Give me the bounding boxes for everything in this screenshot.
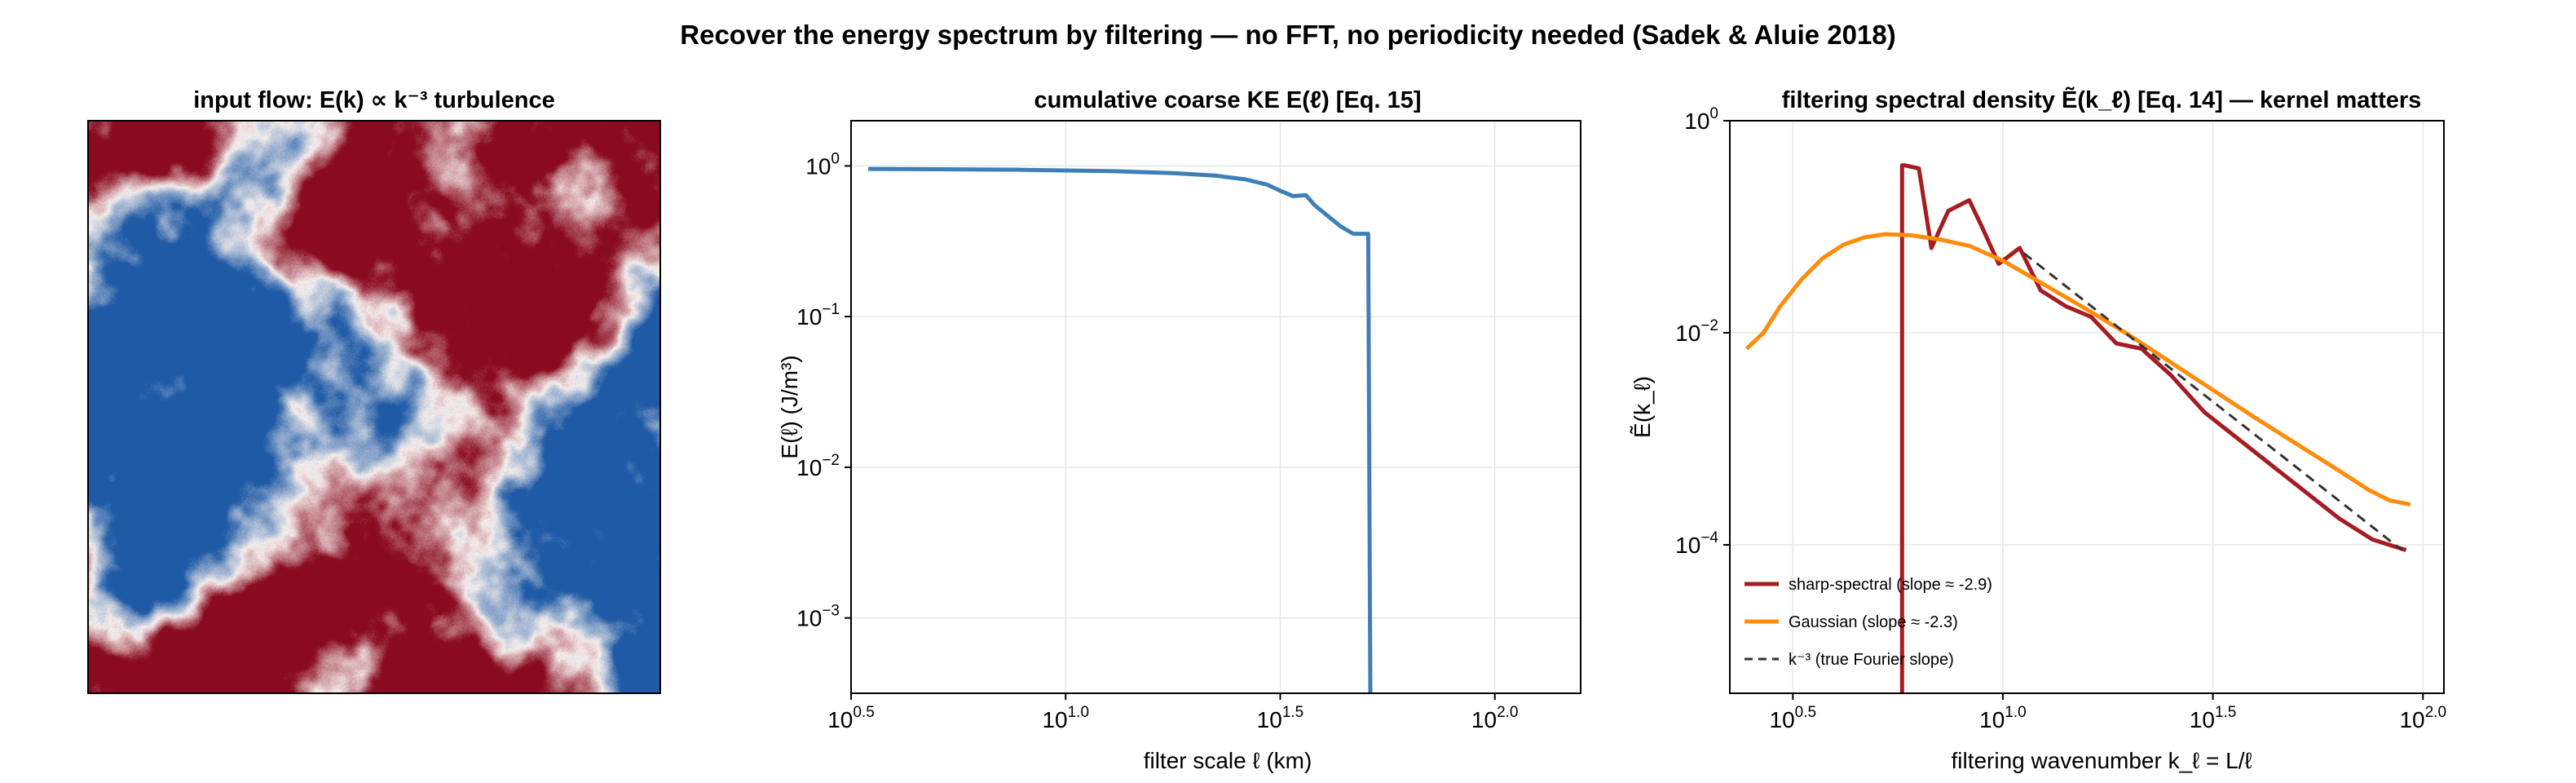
panel-2-xtick-label: 101.5 (1257, 704, 1304, 732)
panel-3-xtick-label: 101.0 (1979, 704, 2027, 732)
panel-2-ytick-label: 10−1 (796, 301, 840, 330)
panel-3-xtick-label: 101.5 (2190, 704, 2237, 732)
panel-2-xtick-label: 100.5 (827, 704, 875, 732)
panel-3-series-1-line (1745, 232, 2411, 507)
panel-3-series-2-line (2022, 252, 2403, 551)
panel-1-title: input flow: E(k) ∝ k⁻³ turbulence (193, 87, 555, 113)
panel-2-series-0-line (868, 166, 1373, 694)
legend-label: k⁻³ (true Fourier slope) (1789, 651, 1954, 669)
heatmap-frame (87, 120, 661, 694)
panel-cumulative-ke: cumulative coarse KE E(ℓ) [Eq. 15] 100.5… (777, 87, 1581, 773)
panel-2-xtick-label: 102.0 (1471, 704, 1519, 732)
panel-2-ytick-label: 100 (805, 150, 840, 179)
panel-2-ticks: 100.5 101.0 101.5 102.0 100 10−1 10−2 10−3 (796, 150, 1518, 732)
panel-2-frame (850, 120, 1581, 694)
panel-3-ticks: 100.5 101.0 101.5 102.0 100 10−2 10−4 (1675, 105, 2446, 732)
panel-3-xtick-label: 102.0 (2399, 704, 2446, 732)
panel-2-ytick-label: 10−3 (796, 603, 840, 631)
panel-3-grid (1730, 120, 2444, 693)
panel-2-ytick-label: 10−2 (796, 452, 840, 480)
figure-title: Recover the energy spectrum by filtering… (680, 20, 1895, 50)
panel-2-xlabel: filter scale ℓ (km) (1144, 748, 1312, 773)
panel-3-xlabel: filtering wavenumber k_ℓ = L/ℓ (1951, 748, 2252, 773)
panel-3-ytick-label: 10−4 (1675, 529, 1718, 558)
panel-3-ylabel: Ẽ(k_ℓ) (1630, 376, 1655, 438)
legend-label: Gaussian (slope ≈ -2.3) (1789, 613, 1958, 631)
panel-3-ytick-label: 10−2 (1675, 317, 1718, 346)
panel-3-ytick-label: 100 (1684, 105, 1718, 134)
turbulence-field-heatmap (88, 121, 660, 693)
panel-2-xtick-label: 101.0 (1042, 704, 1089, 732)
panel-3-legend: sharp-spectral (slope ≈ -2.9) Gaussian (s… (1745, 576, 1992, 669)
panel-2-ylabel: E(ℓ) (J/m³) (777, 355, 802, 458)
panel-2-grid (850, 121, 1581, 693)
panel-3-frame (1729, 120, 2445, 694)
panel-2-series (868, 166, 1373, 694)
panel-3-xtick-label: 100.5 (1770, 704, 1817, 732)
panel-3-series (1745, 163, 2411, 693)
panel-input-flow: input flow: E(k) ∝ k⁻³ turbulence (87, 87, 661, 694)
panel-3-series-0-line (1899, 163, 2407, 693)
turbulence-field-container (88, 121, 660, 693)
legend-label: sharp-spectral (slope ≈ -2.9) (1789, 576, 1992, 594)
panel-3-title: filtering spectral density Ẽ(k_ℓ) [Eq. 1… (1782, 86, 2422, 113)
panel-spectral-density: filtering spectral density Ẽ(k_ℓ) [Eq. 1… (1630, 86, 2446, 773)
panel-2-title: cumulative coarse KE E(ℓ) [Eq. 15] (1034, 87, 1421, 113)
